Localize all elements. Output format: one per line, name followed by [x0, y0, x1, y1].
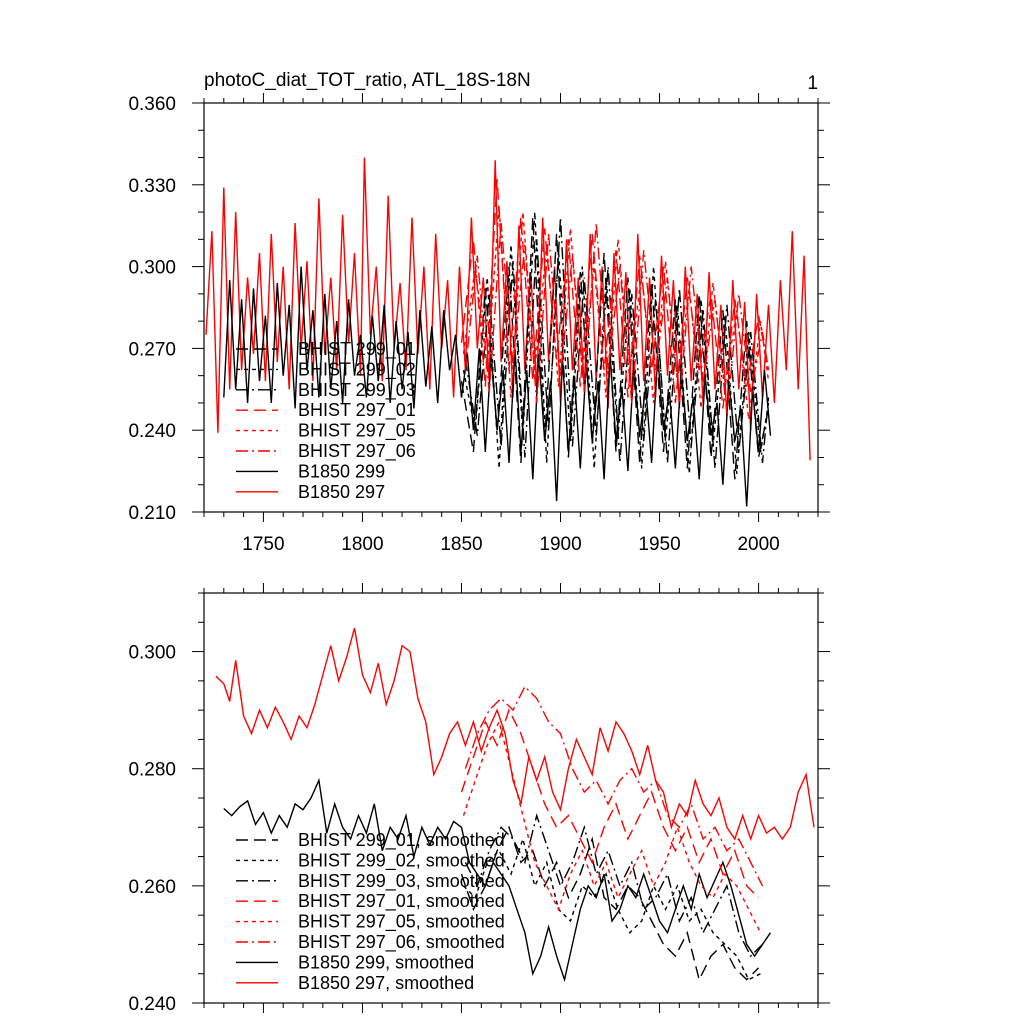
legend-label: B1850 297: [298, 482, 385, 502]
series-line-bhist-299-01: [460, 217, 770, 480]
series-line-bhist-297-01: [460, 179, 770, 409]
legend-label: BHIST 297_01, smoothed: [298, 891, 505, 912]
legend-label: BHIST 299_02, smoothed: [298, 850, 505, 871]
series-line-b1850-299-smoothed: [223, 777, 772, 983]
chart-title: photoC_diat_TOT_ratio, ATL_18S-18N: [204, 70, 531, 91]
series-line-bhist-299-01-smoothed: [460, 825, 760, 982]
series-line-bhist-297-06-smoothed: [464, 685, 764, 887]
legend-label: BHIST 297_06: [298, 441, 416, 462]
legend-label: B1850 297, smoothed: [298, 973, 474, 993]
series-line-bhist-297-06: [464, 222, 770, 414]
y-tick-label: 0.240: [128, 994, 176, 1015]
y-tick-label: 0.300: [128, 643, 176, 664]
bottom-panel: 0.300 0.280 0.260 0.240 BHIST 299_01, smooth…: [128, 583, 830, 1015]
series-line-b1850-297: [205, 157, 811, 461]
x-tick-label: 1900: [539, 534, 581, 555]
legend-label: BHIST 297_05, smoothed: [298, 912, 505, 933]
series-line-bhist-299-02-smoothed: [463, 836, 761, 981]
panel-number: 1: [807, 73, 818, 94]
y-tick-label: 0.210: [128, 503, 176, 524]
x-tick-label: 1800: [341, 534, 383, 555]
y-tick-label: 0.260: [128, 877, 176, 898]
legend-label: BHIST 299_03, smoothed: [298, 871, 505, 892]
series-line-bhist-297-05: [462, 206, 770, 420]
legend-label: BHIST 297_05: [298, 421, 416, 442]
series-line-b1850-297-smoothed: [215, 627, 815, 842]
x-tick-label: 1950: [638, 534, 680, 555]
x-tick-label: 2000: [737, 534, 779, 555]
legend-label: BHIST 299_02: [298, 359, 416, 380]
plot-frame: [203, 592, 819, 1004]
legend-label: BHIST 297_06, smoothed: [298, 932, 505, 953]
y-tick-label: 0.240: [128, 421, 176, 442]
x-tick-label: 1750: [242, 534, 284, 555]
top-panel: 1750 1800 1850 1900 1950 2000 0.360 0.330 0.300 0…: [128, 93, 830, 555]
plot-frame: [203, 102, 819, 513]
y-tick-label: 0.280: [128, 760, 176, 781]
legend-label: B1850 299: [298, 461, 385, 481]
legend-label: BHIST 297_01: [298, 400, 416, 421]
y-tick-label: 0.300: [128, 258, 176, 279]
x-tick-label: 1850: [440, 534, 482, 555]
y-tick-label: 0.330: [128, 176, 176, 197]
series-line-bhist-299-03-smoothed: [464, 813, 763, 958]
legend-label: B1850 299, smoothed: [298, 952, 474, 972]
series-line-bhist-297-01-smoothed: [460, 708, 760, 899]
legend-label: BHIST 299_01, smoothed: [298, 830, 505, 851]
y-tick-label: 0.360: [128, 94, 176, 115]
y-tick-label: 0.270: [128, 339, 176, 360]
legend-label: BHIST 299_03: [298, 380, 416, 401]
series-line-bhist-297-05-smoothed: [462, 719, 762, 934]
legend-label: BHIST 299_01: [298, 339, 416, 360]
